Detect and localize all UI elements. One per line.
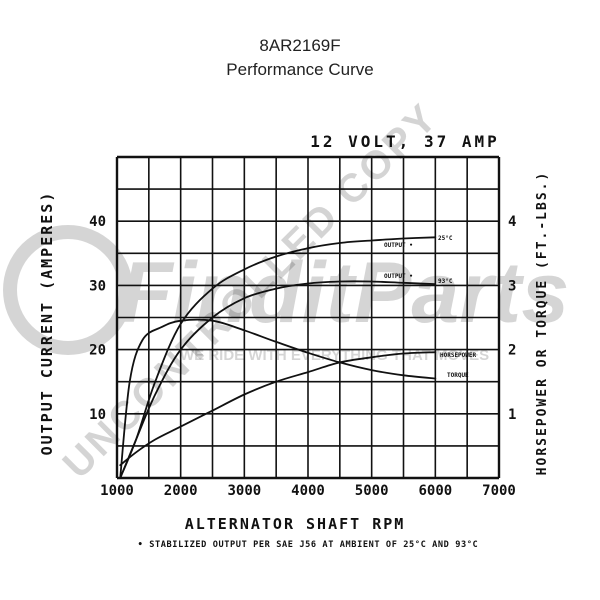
watermark-brand: FinditParts [120, 245, 569, 341]
y-axis-left-label: OUTPUT CURRENT (AMPERES) [38, 191, 56, 456]
part-number-title: 8AR2169F [259, 36, 341, 55]
chart-title: 12 VOLT, 37 AMP [310, 132, 500, 151]
x-tick-label: 5000 [355, 483, 389, 499]
series-torque [119, 318, 437, 479]
chart-subtitle: Performance Curve [226, 60, 374, 79]
annotation-temp-93: 93°C [438, 278, 453, 285]
chart-footnote: • STABILIZED OUTPUT PER SAE J56 AT AMBIE… [138, 540, 479, 550]
y-left-tick-label: 20 [89, 343, 106, 359]
y-right-tick-label: 4 [508, 214, 516, 230]
annotation-output-25: OUTPUT • [384, 242, 413, 249]
x-tick-label: 3000 [227, 483, 261, 499]
y-right-tick-label: 2 [508, 343, 516, 359]
annotation-horsepower: HORSEPOWER [440, 352, 477, 359]
y-axis-right-label: HORSEPOWER OR TORQUE (FT.-LBS.) [535, 171, 550, 476]
watermark-tagline: WE RIDE WITH EVERYTHING THAT MOVES [180, 347, 489, 364]
annotation-output-93: OUTPUT • [384, 273, 413, 280]
series-horsepower [119, 351, 437, 467]
y-left-tick-label: 30 [89, 278, 106, 294]
annotation-temp-25: 25°C [438, 235, 453, 242]
x-tick-label: 4000 [291, 483, 325, 499]
watermark-ring-icon [3, 225, 133, 355]
y-left-tick-label: 40 [89, 214, 106, 230]
chart-labels: 1000 2000 3000 4000 5000 6000 7000 10 20 30 40 1 2 3 4 [89, 214, 516, 499]
x-axis-label: ALTERNATOR SHAFT RPM [185, 515, 406, 533]
series-output-25c [119, 236, 437, 479]
x-tick-label: 6000 [418, 483, 452, 499]
x-tick-label: 2000 [164, 483, 198, 499]
y-right-tick-label: 1 [508, 407, 516, 423]
series-output-93c [119, 280, 437, 479]
chart-grid [115, 155, 501, 480]
chart-series [119, 236, 437, 479]
watermark: FinditParts WE RIDE WITH EVERYTHING THAT… [3, 225, 569, 364]
x-tick-label: 7000 [482, 483, 516, 499]
annotation-torque: TORQUE [447, 372, 469, 379]
y-right-tick-label: 3 [508, 278, 516, 294]
y-left-tick-label: 10 [89, 407, 106, 423]
x-tick-label: 1000 [100, 483, 134, 499]
